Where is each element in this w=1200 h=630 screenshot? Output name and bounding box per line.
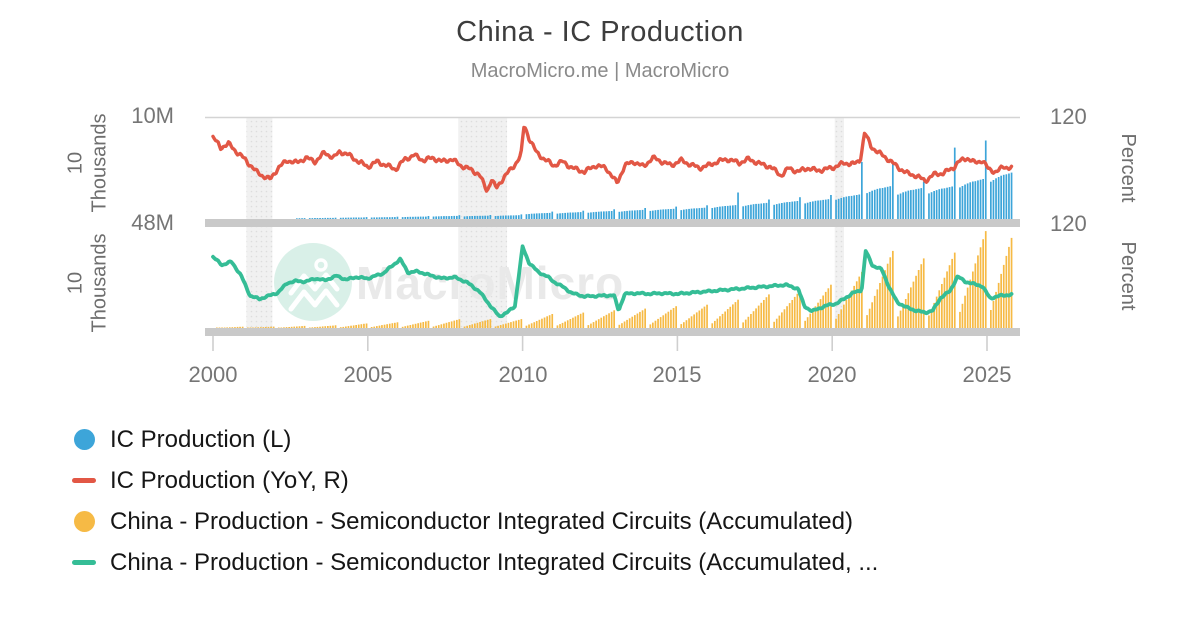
watermark-sun-icon xyxy=(314,258,328,272)
series-accumulated-yoy-line[interactable] xyxy=(211,244,1014,319)
watermark-brand-text: MacroMicro xyxy=(356,257,624,309)
series-ic-production-yoy-line[interactable] xyxy=(211,125,1014,193)
panel1-left-tick-label: 10M xyxy=(131,103,174,128)
legend-item-ic-production-yoy[interactable]: IC Production (YoY, R) xyxy=(72,460,878,501)
legend-label: China - Production - Semiconductor Integ… xyxy=(110,507,853,535)
x-axis-ticks xyxy=(212,336,988,351)
panel2-baseline xyxy=(205,328,1020,336)
x-tick-2005: 2005 xyxy=(343,362,393,387)
legend: IC Production (L) IC Production (YoY, R)… xyxy=(72,419,878,583)
x-tick-2015: 2015 xyxy=(652,362,702,387)
x-tick-2000: 2000 xyxy=(188,362,238,387)
legend-item-accumulated-yoy[interactable]: China - Production - Semiconductor Integ… xyxy=(72,542,878,583)
watermark: MacroMicro xyxy=(274,243,624,321)
x-tick-2010: 2010 xyxy=(498,362,548,387)
x-tick-2025: 2025 xyxy=(962,362,1012,387)
legend-dash-marker-red xyxy=(72,478,96,483)
panel1-baseline xyxy=(205,219,1020,227)
panel2-left-tick-label: 48M xyxy=(131,210,174,235)
legend-label: IC Production (L) xyxy=(110,425,292,453)
legend-label: IC Production (YoY, R) xyxy=(110,466,349,494)
panel1-right-tick-label: 120 xyxy=(1050,104,1087,129)
panel2-left-axis-unit: 10 Thousands xyxy=(64,233,111,333)
legend-dash-marker-teal xyxy=(72,560,96,565)
legend-label: China - Production - Semiconductor Integ… xyxy=(110,548,879,576)
legend-circle-marker-yellow xyxy=(73,511,95,532)
series-accumulated-bars[interactable] xyxy=(216,231,1013,329)
panel2-right-tick-label: 120 xyxy=(1050,211,1087,236)
page-title: China - IC Production xyxy=(456,16,744,48)
page-subtitle: MacroMicro.me | MacroMicro xyxy=(470,60,730,82)
x-tick-2020: 2020 xyxy=(807,362,857,387)
panel1-left-axis-unit: 10 Thousands xyxy=(64,113,111,213)
legend-circle-marker-blue xyxy=(73,429,95,450)
legend-item-ic-production[interactable]: IC Production (L) xyxy=(72,419,878,460)
panel2-right-axis-unit: Percent xyxy=(1117,241,1140,311)
legend-item-accumulated[interactable]: China - Production - Semiconductor Integ… xyxy=(72,501,878,542)
series-ic-production-bars[interactable] xyxy=(296,140,1013,220)
